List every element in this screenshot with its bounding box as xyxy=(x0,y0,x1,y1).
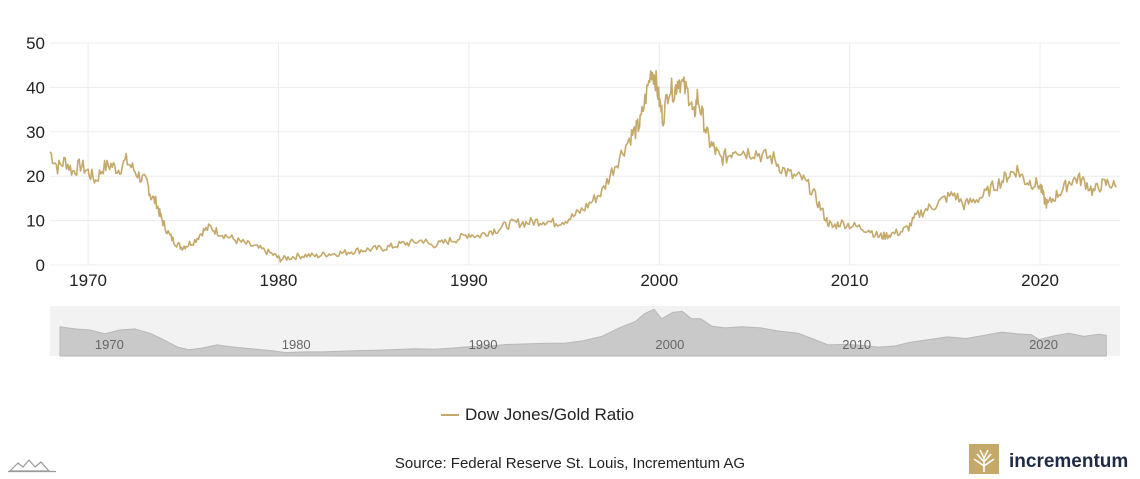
y-tick-label: 20 xyxy=(26,167,45,186)
tree-logo-icon xyxy=(969,444,999,479)
legend-swatch xyxy=(441,414,459,416)
y-tick-label: 50 xyxy=(26,34,45,53)
x-tick-label: 2000 xyxy=(640,271,678,290)
navigator-tick-label: 1990 xyxy=(469,337,498,352)
brand-logo: incrementum xyxy=(969,444,1128,479)
navigator-tick-label: 1970 xyxy=(95,337,124,352)
y-tick-label: 30 xyxy=(26,123,45,142)
navigator-tick-label: 2000 xyxy=(655,337,684,352)
x-tick-label: 1980 xyxy=(260,271,298,290)
legend-item[interactable]: Dow Jones/Gold Ratio xyxy=(441,405,634,425)
x-tick-label: 2010 xyxy=(831,271,869,290)
navigator-tick-label: 2010 xyxy=(842,337,871,352)
x-tick-label: 1990 xyxy=(450,271,488,290)
chart-mountain-icon[interactable] xyxy=(8,455,56,478)
x-tick-label: 1970 xyxy=(69,271,107,290)
navigator-tick-label: 1980 xyxy=(282,337,311,352)
legend-label: Dow Jones/Gold Ratio xyxy=(465,405,635,424)
y-tick-label: 0 xyxy=(36,256,45,275)
source-note: Source: Federal Reserve St. Louis, Incre… xyxy=(394,455,746,472)
chart-svg: 0 10 20 30 40 50 1970 1980 1990 2000 2010 2020 1970 1… xyxy=(26,34,1120,357)
y-tick-label: 10 xyxy=(26,212,45,231)
navigator-area xyxy=(59,308,1107,357)
navigator-tick-label: 2020 xyxy=(1029,337,1058,352)
series-line xyxy=(49,70,1117,263)
brand-name: incrementum xyxy=(1009,450,1129,472)
y-tick-label: 40 xyxy=(26,78,45,97)
x-tick-label: 2020 xyxy=(1021,271,1059,290)
